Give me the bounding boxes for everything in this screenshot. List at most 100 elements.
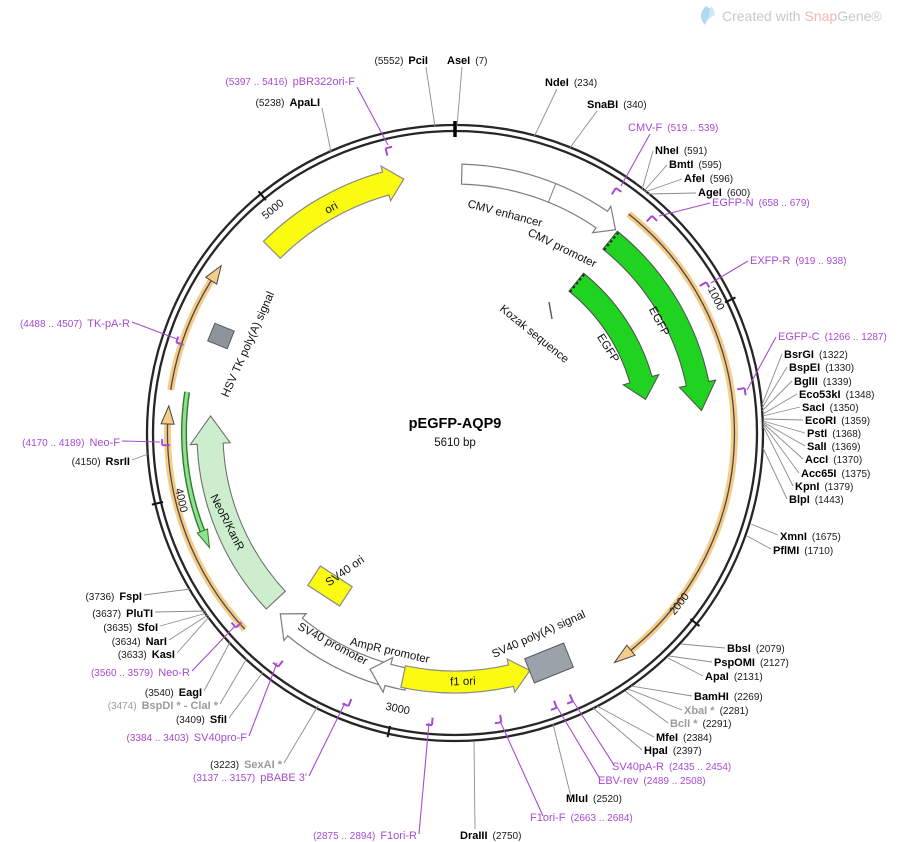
primer-bracket xyxy=(705,281,711,288)
primer-leader-line xyxy=(131,321,178,340)
enzyme-leader-line xyxy=(176,616,210,654)
enzyme-leader-line xyxy=(596,705,655,738)
primer-leader-line xyxy=(710,260,749,284)
position-tick xyxy=(257,190,267,201)
primer-label-sv40pro-f: (3384 .. 3403) SV40pro-F xyxy=(127,732,248,744)
enzyme-label-bmti: BmtI (595) xyxy=(669,159,722,171)
enzyme-leader-line xyxy=(761,380,793,412)
feature-box-sv40-ori xyxy=(306,565,354,607)
enzyme-leader-line xyxy=(533,88,558,138)
primer-bracket xyxy=(651,215,658,222)
enzyme-label-nde: NdeI (234) xyxy=(545,77,597,89)
tick-label-3000: 3000 xyxy=(384,701,410,718)
enzyme-leader-line xyxy=(746,535,772,550)
primer-label-egfp-c: EGFP-C (1266 .. 1287) xyxy=(778,331,887,343)
enzyme-leader-line xyxy=(219,657,248,705)
enzyme-leader-line xyxy=(283,705,319,764)
position-tick xyxy=(724,296,736,304)
primer-bracket-hook xyxy=(431,717,434,726)
plasmid-backbone-inner-ring xyxy=(151,129,759,737)
egfp-hatched-start xyxy=(603,231,620,251)
enzyme-label-sexai: (3223) SexAI * xyxy=(210,759,283,771)
enzyme-label-acc65i: Acc65I (1375) xyxy=(801,468,870,480)
plasmid-title: pEGFP-AQP9 xyxy=(409,416,502,432)
enzyme-leader-line xyxy=(750,523,779,536)
enzyme-label-nari: (3634) NarI xyxy=(112,636,167,648)
primer-label-sv40pa-r: SV40pA-R (2435 .. 2454) xyxy=(612,761,731,773)
primer-leader-line xyxy=(356,86,389,146)
primer-bracket xyxy=(175,336,180,343)
primer-label-egfp-n: EGFP-N (658 .. 679) xyxy=(712,197,810,209)
enzyme-leader-line xyxy=(473,740,476,830)
enzyme-label-mlui: MluI (2520) xyxy=(566,793,622,805)
primer-bracket xyxy=(566,700,574,705)
primer-label-ebv-rev: EBV-rev (2489 .. 2508) xyxy=(598,775,706,787)
snapgene-watermark: Created with SnapGene® xyxy=(701,6,882,25)
enzyme-label-ecori: EcoRI (1359) xyxy=(805,415,870,427)
enzyme-leader-line xyxy=(667,657,704,677)
enzyme-leader-line xyxy=(154,610,207,613)
enzyme-label-bspdi-cl ai: (3474) BspDI * - ClaI * xyxy=(108,700,219,712)
primer-leader-line xyxy=(556,706,601,780)
enzyme-leader-line xyxy=(143,588,191,596)
enzyme-leader-line xyxy=(131,453,149,461)
enzyme-label-draiii: DraIII (2750) xyxy=(460,830,521,842)
enzyme-leader-line xyxy=(159,612,208,627)
feature-label-kozak: Kozak sequence xyxy=(497,303,571,366)
enzyme-label-bsrgi: BsrGI (1322) xyxy=(784,349,848,361)
primer-label-f1ori-f: F1ori-F (2663 .. 2684) xyxy=(530,812,633,824)
enzyme-label-nhei: NheI (591) xyxy=(655,145,707,157)
enzyme-label-apai: ApaI (2131) xyxy=(705,671,763,683)
primer-bracket-hook xyxy=(610,187,617,195)
primer-leader-line xyxy=(499,720,544,817)
feature-arrow-ori xyxy=(262,164,405,260)
enzyme-leader-line xyxy=(203,641,231,692)
feature-arrow-sv40-promoter xyxy=(279,612,388,686)
primer-bracket-hook xyxy=(646,215,653,223)
primer-bracket xyxy=(342,702,349,707)
enzyme-label-bglii: BglII (1339) xyxy=(794,376,852,388)
watermark-text: Created with SnapGene® xyxy=(722,8,882,24)
feature-label-cmv-enhancer: CMV enhancer xyxy=(466,198,543,229)
tick-label-5000: 5000 xyxy=(260,197,287,222)
enzyme-leader-line xyxy=(762,422,804,460)
enzyme-label-sali: SalI (1369) xyxy=(807,441,860,453)
enzyme-label-pspomi: PspOMI (2127) xyxy=(714,657,789,669)
enzyme-label-eagi: (3540) EagI xyxy=(145,687,202,699)
enzyme-label-bspei: BspEI (1330) xyxy=(789,362,854,374)
plasmid-size: 5610 bp xyxy=(434,437,476,449)
enzyme-label-pflmi: PflMI (1710) xyxy=(773,545,833,557)
enzyme-leader-line xyxy=(761,366,788,409)
enzyme-label-agei: AgeI (600) xyxy=(698,187,750,199)
enzyme-leader-line xyxy=(762,418,804,421)
enzyme-label-fspi: (3736) FspI xyxy=(85,591,142,603)
primer-bracket-hook xyxy=(553,700,558,709)
enzyme-leader-line xyxy=(762,393,798,415)
enzyme-label-eco53ki: Eco53kI (1348) xyxy=(799,389,875,401)
primer-bracket xyxy=(550,706,558,711)
enzyme-leader-line xyxy=(762,447,788,500)
orf-arc-centerline xyxy=(170,280,212,391)
reverse-orf-arc-fill xyxy=(182,391,204,532)
primer-bracket xyxy=(385,145,393,150)
primer-label-f1ori-r: (2875 .. 2894) F1ori-R xyxy=(313,830,417,842)
orf-arc-centerline xyxy=(628,213,736,651)
primer-leader-line xyxy=(418,722,430,835)
primer-label-pbr322ori-f: (5397 .. 5416) pBR322ori-F xyxy=(225,76,355,88)
enzyme-leader-line xyxy=(643,164,668,192)
enzyme-label-sfii: (3409) SfiI xyxy=(176,714,227,726)
enzyme-label-blpi: BlpI (1443) xyxy=(789,494,844,506)
position-tick xyxy=(386,725,392,738)
enzyme-leader-line xyxy=(425,66,436,128)
enzyme-label-ase: AseI (7) xyxy=(447,55,487,67)
enzyme-leader-line xyxy=(762,406,801,417)
primer-label-neo-f: (4170 .. 4189) Neo-F xyxy=(22,437,120,449)
primer-bracket-hook xyxy=(347,698,353,707)
primer-label-neo-r: (3560 .. 3579) Neo-R xyxy=(91,667,190,679)
enzyme-label-kpni: KpnI (1379) xyxy=(795,481,853,493)
primer-bracket xyxy=(615,187,622,193)
enzyme-label-mfei: MfeI (2384) xyxy=(656,732,712,744)
kozak-tick xyxy=(548,301,553,320)
enzyme-leader-line xyxy=(630,685,693,697)
